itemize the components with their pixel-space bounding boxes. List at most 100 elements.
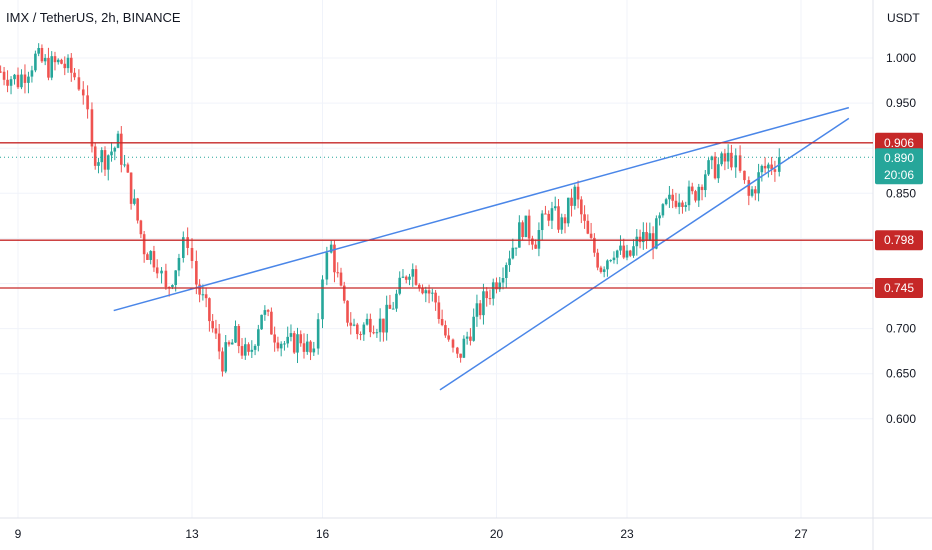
candle-body — [720, 153, 723, 165]
candle-body — [34, 53, 37, 71]
candle-body — [211, 321, 214, 329]
candle-body — [86, 95, 89, 110]
candle-body — [372, 332, 375, 334]
candle-body — [260, 314, 263, 330]
candle-body — [391, 308, 395, 310]
candle-body — [451, 339, 455, 348]
candle-body — [472, 316, 475, 341]
candle-body — [427, 290, 431, 294]
candle-body — [299, 334, 303, 344]
candle-body — [642, 232, 645, 243]
candle-body — [126, 164, 130, 173]
candle-body — [566, 197, 570, 224]
candle-body — [50, 56, 54, 78]
candle-body — [498, 282, 502, 290]
candle-body — [113, 147, 117, 152]
candle-body — [16, 74, 20, 88]
candle-body — [414, 269, 418, 285]
time-axis-label: 9 — [15, 527, 22, 541]
time-axis-label: 20 — [490, 527, 504, 541]
candle-body — [560, 217, 564, 230]
candle-body — [329, 244, 333, 253]
candle-body — [93, 146, 97, 166]
candle-body — [553, 206, 557, 209]
candle-countdown-label: 20:06 — [884, 168, 914, 182]
candle-body — [540, 213, 544, 231]
candle-body — [97, 162, 100, 166]
candle-body — [518, 222, 521, 248]
candle-body — [501, 277, 505, 283]
candle-body — [612, 257, 616, 261]
candle-body — [388, 304, 392, 309]
candle-body — [369, 318, 372, 333]
candle-body — [23, 74, 27, 83]
candle-body — [431, 292, 434, 294]
candle-body — [266, 310, 270, 312]
candle-body — [43, 57, 47, 62]
candle-body — [359, 334, 362, 336]
candle-body — [524, 215, 528, 238]
price-axis-label: 0.850 — [886, 186, 916, 200]
candle-body — [437, 302, 441, 319]
candle-body — [385, 304, 388, 333]
candle-body — [305, 341, 309, 352]
candle-body — [247, 344, 250, 352]
candle-body — [362, 324, 366, 335]
candle-body — [547, 213, 550, 221]
level-price-tag — [875, 278, 923, 299]
candle-body — [286, 336, 289, 344]
candle-body — [743, 170, 746, 181]
candle-body — [309, 341, 312, 353]
time-axis-label: 16 — [316, 527, 330, 541]
candle-body — [661, 204, 665, 216]
candle-body — [625, 250, 629, 258]
candle-body — [697, 186, 701, 201]
candle-body — [700, 186, 704, 191]
candle-body — [276, 342, 280, 349]
candle-body — [110, 151, 113, 156]
currency-label: USDT — [887, 11, 920, 25]
candle-body — [734, 155, 738, 168]
candle-body — [465, 336, 469, 339]
candle-body — [638, 236, 642, 243]
candle-body — [586, 220, 590, 234]
candle-body — [257, 329, 260, 346]
candle-body — [730, 152, 733, 168]
candle-body — [164, 270, 168, 288]
candle-body — [279, 343, 283, 349]
candle-body — [136, 198, 139, 221]
candle-body — [133, 198, 136, 204]
candle-body — [757, 172, 760, 194]
candle-body — [563, 217, 567, 224]
candle-body — [9, 79, 13, 86]
candle-body — [511, 247, 515, 259]
candle-body — [352, 324, 356, 326]
candle-body — [40, 47, 44, 62]
candle-body — [123, 164, 126, 166]
candle-body — [514, 247, 518, 249]
candle-body — [195, 260, 198, 285]
level-price-tag — [875, 230, 923, 251]
candle-body — [770, 164, 773, 170]
candle-body — [224, 342, 228, 372]
candle-body — [658, 215, 661, 219]
price-axis-label: 0.950 — [886, 96, 916, 110]
candle-body — [198, 284, 201, 295]
candle-body — [77, 77, 81, 90]
candle-body — [66, 57, 70, 69]
candle-body — [447, 335, 450, 340]
candle-body — [401, 276, 405, 278]
candle-body — [488, 298, 492, 300]
candle-body — [619, 245, 622, 251]
candle-body — [316, 319, 320, 349]
candle-body — [704, 174, 707, 191]
candle-body — [687, 186, 691, 206]
candle-body — [116, 133, 120, 148]
candle-body — [346, 300, 349, 323]
candle-body — [339, 272, 343, 286]
trendline[interactable] — [113, 106, 850, 312]
trendline[interactable] — [439, 117, 850, 391]
candle-body — [664, 199, 668, 205]
candle-body — [398, 277, 402, 294]
